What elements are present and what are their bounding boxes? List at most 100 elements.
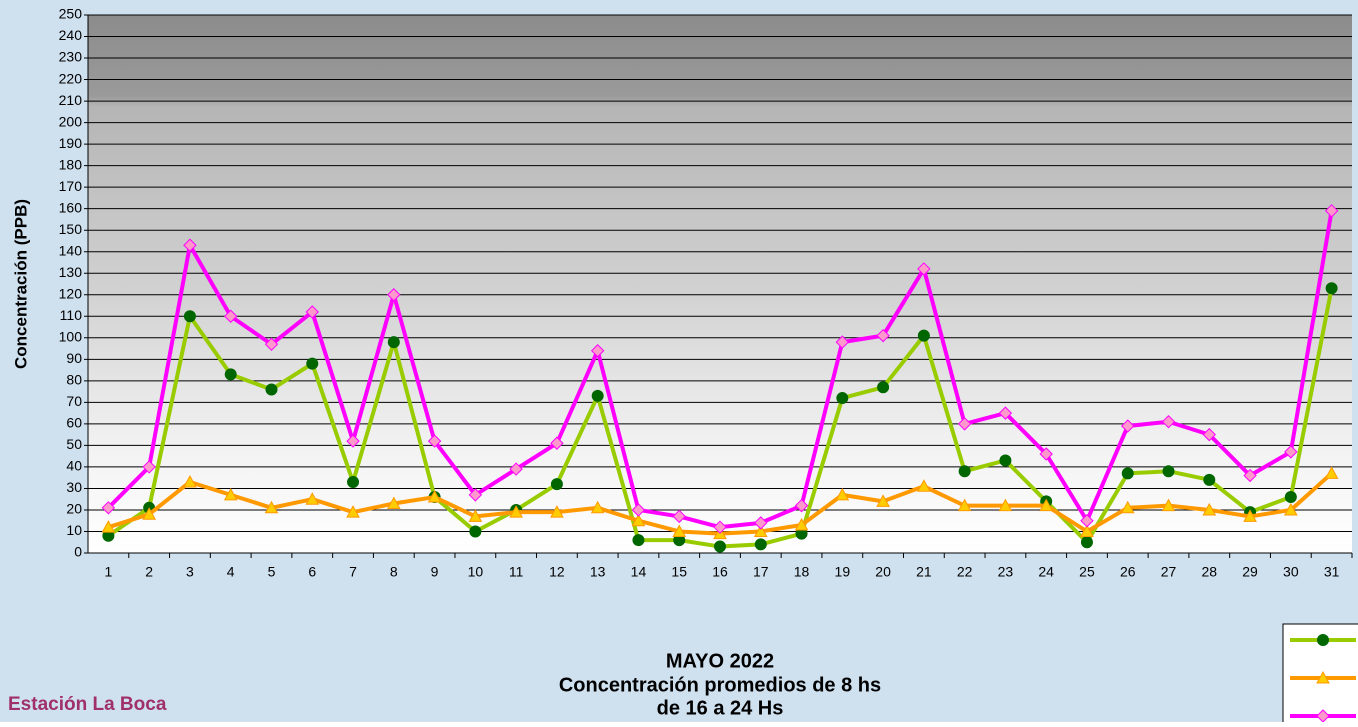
data-point: [957, 417, 972, 431]
x-tick-label: 23: [998, 564, 1014, 580]
data-point: [183, 474, 197, 488]
y-tick-label: 50: [66, 436, 82, 452]
data-point: [509, 505, 523, 518]
data-point: [1121, 467, 1134, 480]
data-point: [591, 389, 604, 402]
data-point: [1324, 204, 1339, 218]
data-point: [1121, 419, 1135, 433]
data-point: [1161, 498, 1176, 512]
data-point: [1283, 502, 1298, 516]
y-tick-label: 100: [59, 329, 83, 345]
data-point: [101, 520, 116, 533]
data-point: [1080, 514, 1094, 528]
data-point: [835, 487, 850, 501]
y-tick-label: 20: [66, 501, 82, 517]
data-point: [876, 494, 890, 507]
y-tick-label: 200: [59, 113, 83, 129]
x-tick-label: 29: [1242, 564, 1258, 580]
x-tick-label: 27: [1161, 564, 1177, 580]
y-tick-label: 30: [66, 479, 82, 495]
data-point: [957, 498, 972, 512]
data-point: [714, 540, 726, 553]
x-tick-label: 14: [631, 564, 647, 580]
data-point: [427, 490, 442, 503]
x-tick-label: 3: [186, 564, 194, 580]
data-point: [1080, 536, 1093, 549]
data-point: [386, 496, 401, 510]
data-point: [998, 406, 1013, 420]
data-point: [1243, 468, 1257, 483]
y-axis-label: Concentración (PPB): [11, 199, 30, 369]
y-tick-label: 140: [59, 242, 83, 258]
data-point: [794, 517, 809, 531]
data-point: [427, 434, 442, 448]
x-tick-label: 10: [468, 564, 484, 580]
data-point: [387, 288, 401, 302]
data-point: [469, 525, 482, 538]
data-point: [753, 524, 768, 537]
chart-subtitle: de 16 a 24 Hs: [657, 697, 784, 719]
data-point: [346, 434, 360, 448]
x-tick-label: 13: [590, 564, 606, 580]
data-point: [264, 337, 279, 351]
data-point: [183, 238, 197, 252]
x-tick-label: 17: [753, 564, 769, 580]
data-point: [1243, 509, 1257, 522]
data-point: [1039, 447, 1053, 461]
data-point: [142, 507, 157, 520]
y-tick-label: 0: [74, 544, 82, 560]
data-point: [876, 328, 890, 343]
data-point: [347, 475, 360, 488]
x-tick-label: 12: [549, 564, 565, 580]
y-tick-label: 210: [59, 92, 83, 108]
data-point: [264, 500, 279, 514]
data-point: [1162, 465, 1175, 478]
x-tick-label: 19: [835, 564, 851, 580]
data-point: [1324, 466, 1339, 479]
data-point: [917, 479, 931, 492]
legend-marker: [1316, 670, 1330, 684]
data-point: [1120, 500, 1135, 514]
data-point: [468, 509, 483, 522]
x-tick-label: 4: [227, 564, 235, 580]
annotation: Estación La Boca: [8, 694, 167, 715]
x-tick-label: 20: [875, 564, 891, 580]
data-point: [836, 392, 849, 405]
data-point: [468, 488, 483, 502]
data-point: [306, 357, 319, 370]
plot-area: [88, 15, 1352, 553]
data-point: [754, 538, 767, 551]
data-point: [835, 335, 850, 349]
y-tick-label: 240: [59, 27, 83, 43]
x-tick-label: 21: [916, 564, 932, 580]
data-point: [917, 262, 931, 276]
data-point: [632, 534, 645, 547]
y-tick-label: 250: [59, 6, 83, 22]
x-tick-label: 11: [509, 564, 524, 580]
y-tick-label: 60: [66, 415, 82, 431]
data-point: [1325, 282, 1338, 295]
x-tick-label: 2: [145, 564, 153, 580]
legend-marker: [1317, 634, 1329, 646]
data-point: [509, 462, 523, 476]
data-point: [224, 309, 238, 323]
data-point: [550, 505, 564, 518]
x-tick-label: 6: [308, 564, 316, 580]
x-tick-label: 25: [1079, 564, 1095, 580]
data-point: [101, 501, 116, 515]
data-point: [305, 305, 319, 319]
x-tick-label: 7: [349, 564, 357, 580]
data-point: [590, 344, 605, 358]
x-tick-label: 16: [712, 564, 728, 580]
data-point: [917, 329, 930, 342]
data-point: [183, 310, 196, 323]
y-tick-label: 40: [66, 458, 82, 474]
data-point: [1284, 445, 1298, 459]
y-tick-label: 130: [59, 264, 83, 280]
data-point: [754, 516, 768, 530]
data-point: [223, 487, 238, 501]
y-tick-label: 110: [60, 307, 83, 323]
data-point: [998, 498, 1013, 512]
